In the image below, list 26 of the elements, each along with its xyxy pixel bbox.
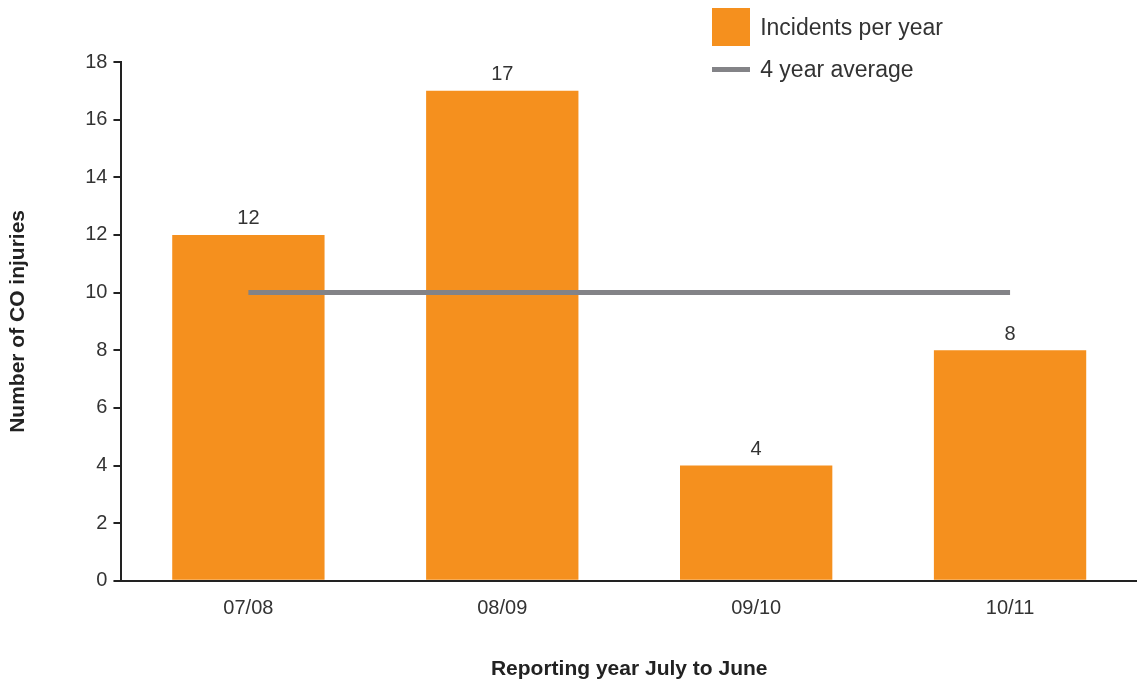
legend-label: Incidents per year (760, 13, 943, 41)
x-tick-label: 07/08 (223, 596, 274, 619)
data-label: 4 (750, 437, 762, 460)
data-label: 12 (237, 206, 260, 229)
y-tick-label: 14 (85, 164, 108, 187)
y-tick-label: 10 (85, 280, 108, 303)
y-tick-label: 12 (85, 222, 108, 245)
y-tick-label: 18 (85, 49, 108, 72)
y-axis-title: Number of CO injuries (5, 209, 29, 433)
x-tick-label: 09/10 (731, 596, 782, 619)
y-tick-label: 16 (85, 107, 108, 130)
bar (172, 234, 325, 580)
data-label: 8 (1004, 321, 1016, 344)
x-tick-label: 08/09 (477, 596, 528, 619)
bar (680, 465, 833, 580)
x-tick-label: 10/11 (985, 596, 1035, 619)
x-axis-title: Reporting year July to June (490, 656, 768, 680)
y-tick-label: 4 (96, 453, 108, 476)
bar (933, 350, 1087, 580)
y-tick-label: 2 (96, 510, 108, 533)
y-tick-label: 6 (96, 395, 108, 418)
y-tick-label: 0 (96, 568, 108, 591)
y-tick-label: 8 (96, 337, 108, 360)
data-label: 17 (491, 62, 514, 85)
legend-label: 4 year average (760, 56, 914, 83)
bar (426, 90, 579, 580)
